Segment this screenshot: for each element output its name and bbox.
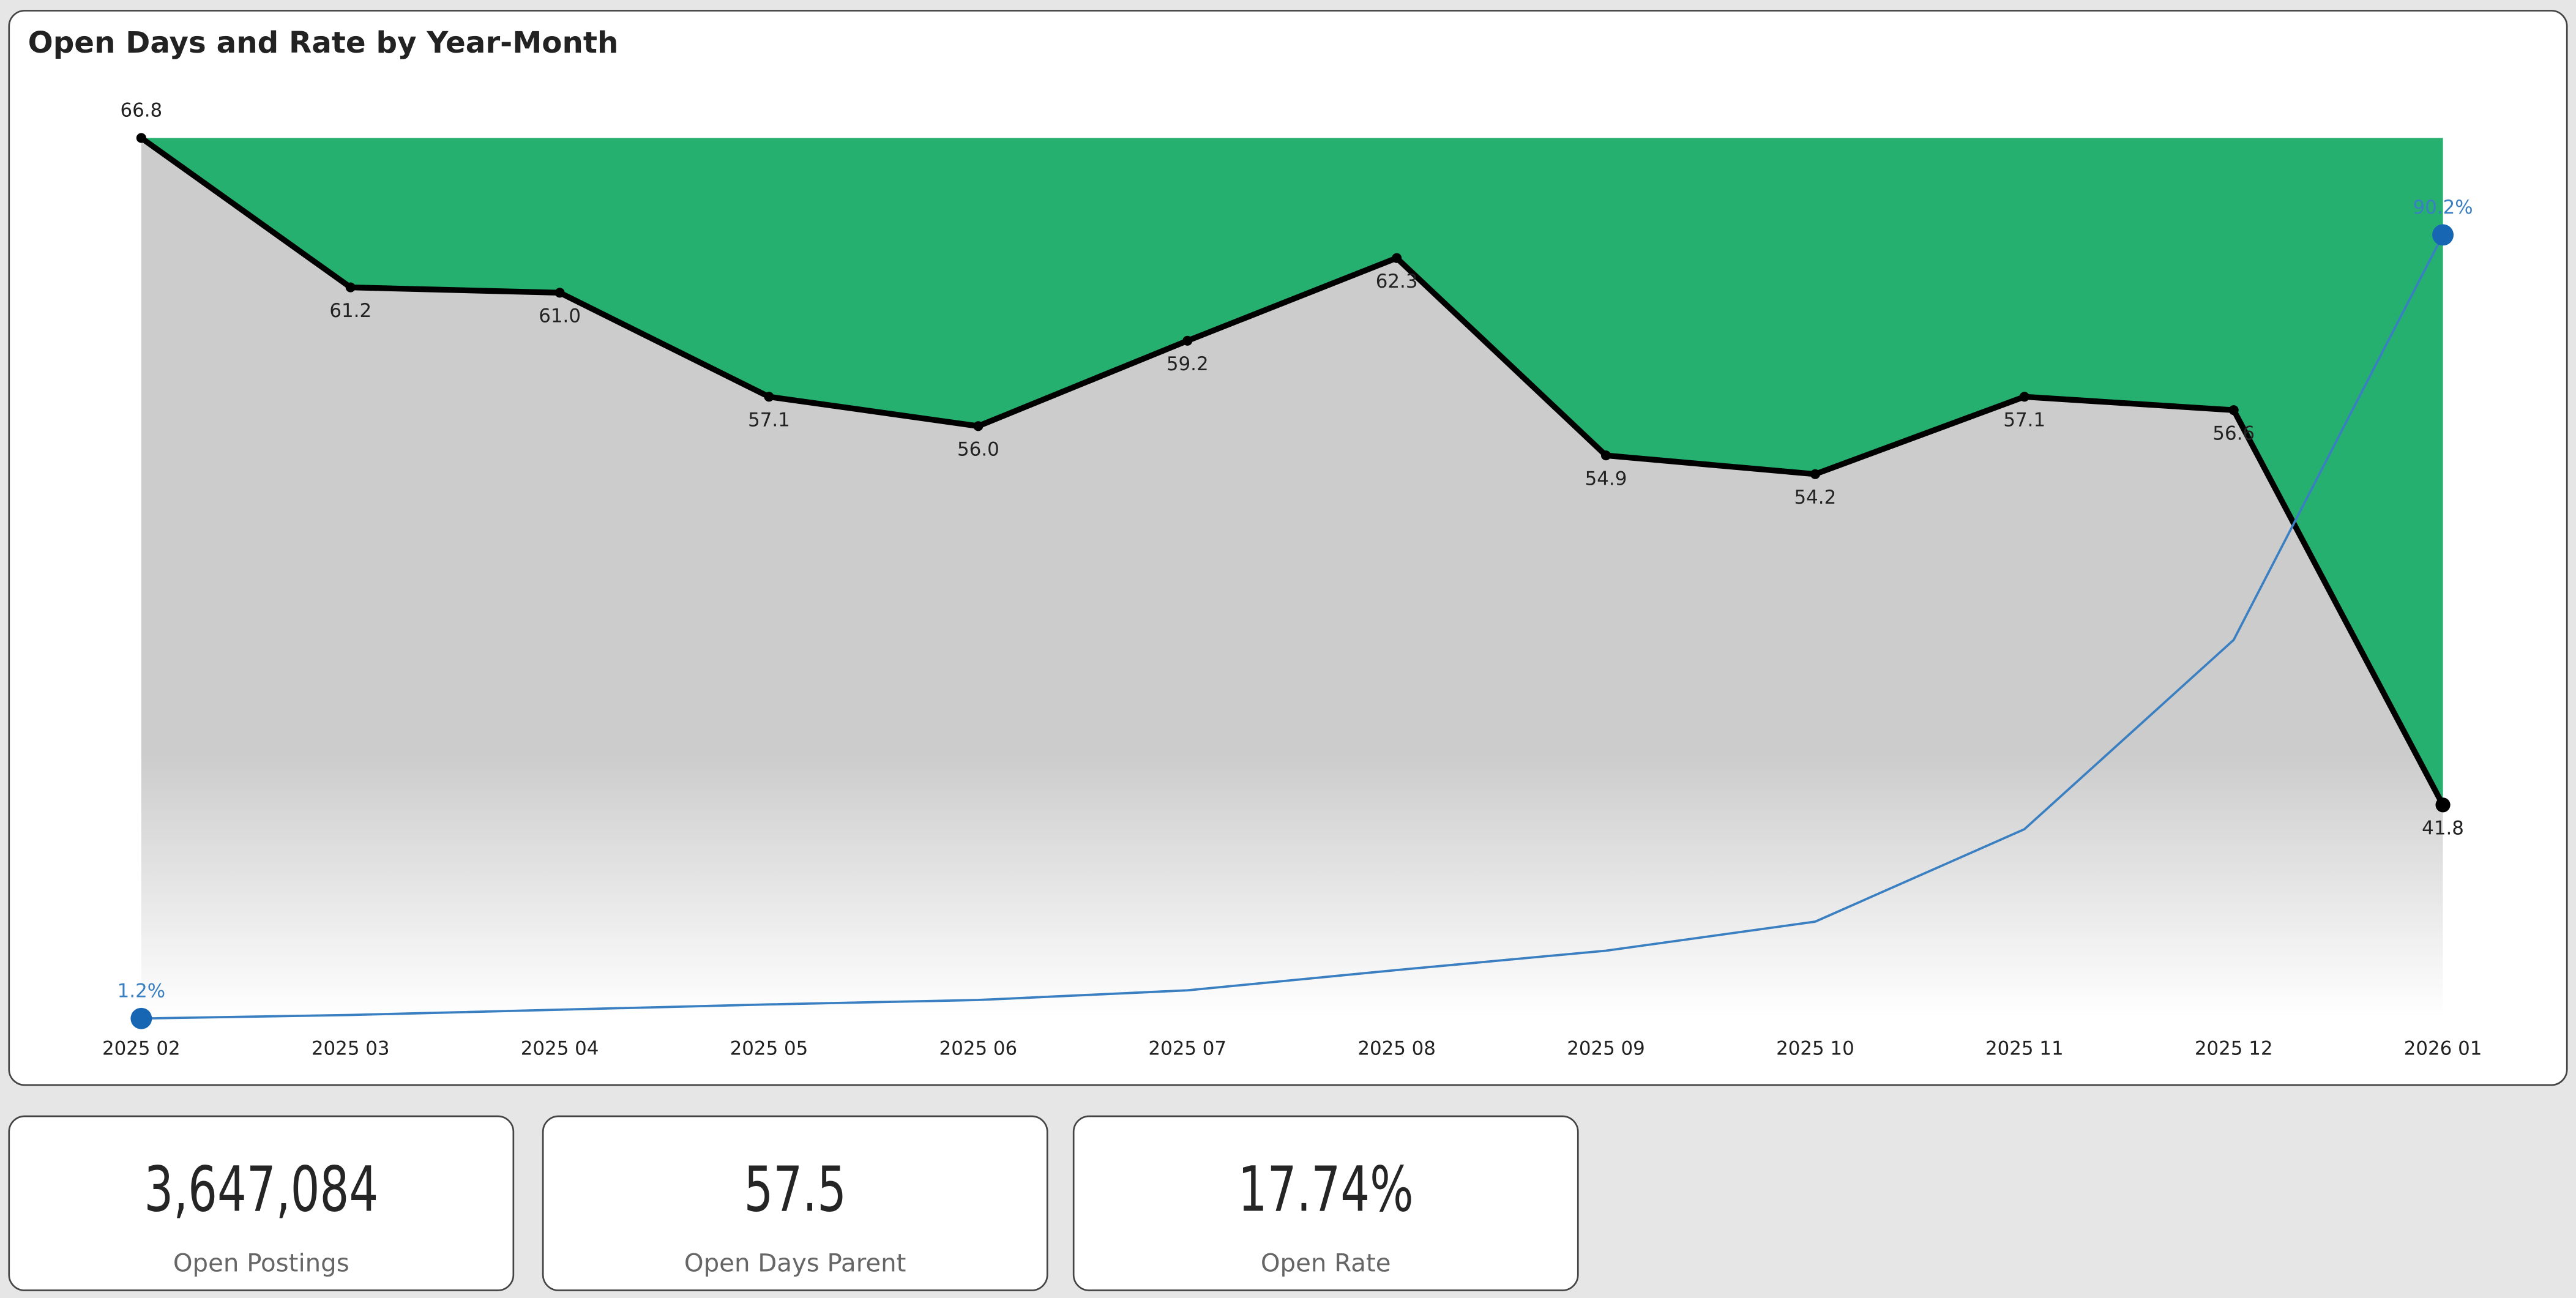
open-days-point [2228, 405, 2239, 416]
open-rate-point [130, 1007, 152, 1029]
line-chart: 66.8 61.2 61.0 57.1 56.0 59.2 62.3 54.9 54.2 57.1… [102, 100, 2482, 1060]
area-above-fill [141, 138, 2443, 805]
open-rate-data-label: 1.2% [118, 980, 165, 1002]
open-days-point [345, 282, 356, 293]
open-days-point [764, 392, 774, 402]
x-tick-label: 2025 05 [730, 1037, 808, 1059]
x-tick-label: 2025 02 [102, 1037, 181, 1059]
open-days-point [2435, 797, 2451, 813]
open-days-data-label: 54.2 [1794, 487, 1837, 509]
open-days-data-label: 56.6 [2212, 422, 2255, 444]
open-days-point [1810, 469, 1820, 479]
kpi-label: Open Postings [173, 1248, 349, 1278]
x-tick-label: 2025 12 [2195, 1037, 2273, 1059]
open-days-data-label: 54.9 [1585, 468, 1627, 490]
x-tick-label: 2026 01 [2404, 1037, 2482, 1059]
x-tick-label: 2025 10 [1776, 1037, 1854, 1059]
x-tick-label: 2025 04 [521, 1037, 599, 1059]
x-tick-label: 2025 11 [1985, 1037, 2064, 1059]
open-days-point [1182, 335, 1193, 346]
open-days-point [554, 288, 565, 298]
kpi-value: 3,647,084 [144, 1153, 379, 1226]
kpi-label: Open Days Parent [684, 1248, 906, 1278]
open-days-data-label: 56.0 [957, 439, 999, 461]
chart-title: Open Days and Rate by Year-Month [28, 26, 619, 61]
x-tick-label: 2025 06 [939, 1037, 1018, 1059]
kpi-value: 57.5 [744, 1153, 846, 1226]
kpi-label: Open Rate [1260, 1248, 1391, 1278]
kpi-value: 17.74% [1238, 1153, 1414, 1226]
open-days-data-label: 57.1 [748, 409, 790, 431]
kpi-card-open-postings: 3,647,084 Open Postings [8, 1115, 515, 1291]
open-days-point [1600, 450, 1611, 461]
open-days-data-label: 61.2 [329, 300, 371, 322]
open-rate-point [2432, 224, 2454, 246]
open-days-data-label: 62.3 [1376, 270, 1418, 293]
open-rate-line [141, 234, 2444, 1020]
open-days-point [2019, 392, 2029, 402]
open-days-data-label: 59.2 [1167, 353, 1209, 375]
x-tick-label: 2025 03 [312, 1037, 390, 1059]
open-days-data-label: 66.8 [120, 100, 162, 122]
chart-card: Open Days and Rate by Year-Month 66.8 61.… [8, 10, 2568, 1086]
open-days-data-label: 61.0 [539, 305, 581, 327]
x-tick-label: 2025 09 [1567, 1037, 1645, 1059]
open-days-point [1392, 253, 1402, 263]
kpi-card-open-rate: 17.74% Open Rate [1072, 1115, 1579, 1291]
open-days-point [973, 421, 984, 431]
open-days-data-label: 41.8 [2422, 818, 2464, 840]
x-tick-label: 2025 07 [1148, 1037, 1226, 1059]
open-days-line [140, 135, 2446, 807]
open-days-point [136, 133, 146, 143]
open-days-data-label: 57.1 [2003, 409, 2045, 431]
open-rate-data-label: 90.2% [2413, 196, 2473, 218]
x-tick-label: 2025 08 [1357, 1037, 1436, 1059]
kpi-card-open-days-parent: 57.5 Open Days Parent [542, 1115, 1048, 1291]
